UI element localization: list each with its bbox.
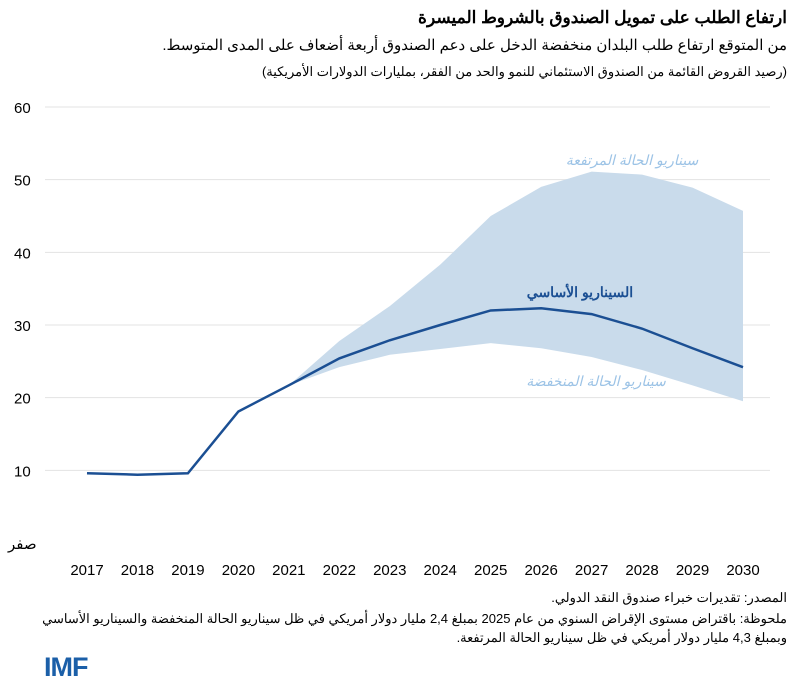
x-tick-label: 2023 bbox=[373, 562, 406, 579]
units-label: (رصيد القروض القائمة من الصندوق الاستئما… bbox=[261, 64, 787, 79]
scenario-band bbox=[288, 171, 743, 402]
x-tick-label: 2030 bbox=[726, 562, 759, 579]
y-tick-label: 30 bbox=[14, 318, 31, 335]
x-tick-label: 2021 bbox=[272, 562, 305, 579]
y-tick-label: صفر bbox=[7, 536, 37, 553]
x-tick-label: 2028 bbox=[625, 562, 658, 579]
x-tick-label: 2027 bbox=[575, 562, 608, 579]
footnote: ملحوظة: باقتراض مستوى الإقراض السنوي من … bbox=[42, 611, 787, 645]
baseline-label: السيناريو الأساسي bbox=[527, 283, 633, 301]
x-tick-label: 2025 bbox=[474, 562, 507, 579]
y-tick-label: 60 bbox=[14, 100, 31, 117]
x-tick-label: 2029 bbox=[676, 562, 709, 579]
x-tick-label: 2022 bbox=[323, 562, 356, 579]
high-scenario-label: سيناريو الحالة المرتفعة bbox=[566, 152, 699, 169]
y-tick-label: 10 bbox=[14, 463, 31, 480]
chart-title: ارتفاع الطلب على تمويل الصندوق بالشروط ا… bbox=[418, 8, 787, 27]
x-tick-label: 2019 bbox=[171, 562, 204, 579]
y-tick-label: 20 bbox=[14, 391, 31, 408]
y-tick-label: 50 bbox=[14, 173, 31, 190]
x-tick-label: 2024 bbox=[424, 562, 457, 579]
chart-subtitle: من المتوقع ارتفاع طلب البلدان منخفضة الد… bbox=[162, 37, 787, 54]
source-note: المصدر: تقديرات خبراء صندوق النقد الدولي… bbox=[551, 590, 787, 605]
low-scenario-label: سيناريو الحالة المنخفضة bbox=[526, 373, 666, 390]
x-tick-label: 2026 bbox=[524, 562, 557, 579]
x-tick-label: 2018 bbox=[121, 562, 154, 579]
baseline-line bbox=[86, 307, 744, 476]
imf-logo: IMF bbox=[44, 652, 88, 682]
y-tick-label: 40 bbox=[14, 245, 31, 262]
x-tick-label: 2017 bbox=[70, 562, 103, 579]
x-tick-label: 2020 bbox=[222, 562, 255, 579]
